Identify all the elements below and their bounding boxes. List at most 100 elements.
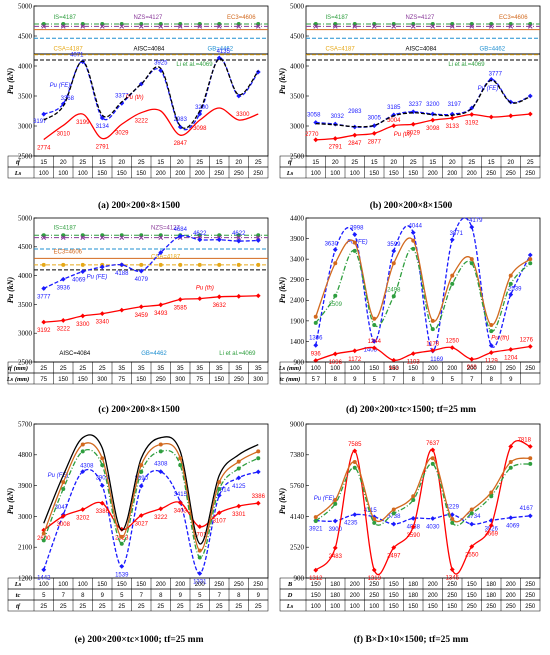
data-point — [332, 247, 338, 253]
param-cell: 250 — [506, 366, 517, 372]
param-cell: 250 — [525, 582, 536, 588]
param-cell: 150 — [78, 377, 89, 383]
data-point — [313, 518, 318, 523]
param-cell: 150 — [408, 171, 419, 177]
param-cell: 150 — [117, 171, 128, 177]
data-point — [217, 480, 222, 485]
param-cell: 25 — [99, 366, 106, 372]
data-point — [528, 257, 533, 262]
data-point — [99, 483, 105, 488]
param-cell: 250 — [234, 377, 245, 383]
reference-marker — [99, 24, 105, 29]
data-label: 7585 — [348, 442, 362, 448]
data-point — [469, 544, 475, 550]
data-label: 2791 — [329, 145, 343, 151]
param-cell: 150 — [428, 604, 439, 610]
data-label: 1172 — [348, 357, 362, 363]
y-axis-label: Pu (kN) — [278, 276, 287, 303]
param-cell: 7 — [470, 377, 474, 383]
param-cell: 5 — [373, 377, 377, 383]
param-cell: 250 — [506, 604, 517, 610]
data-label: 3185 — [387, 105, 401, 111]
data-point — [488, 350, 494, 355]
data-point — [313, 567, 319, 573]
param-row-label: tf (mm) — [8, 365, 28, 372]
data-label: 3202 — [76, 515, 90, 521]
param-cell: 15 — [312, 160, 319, 166]
data-label: 3047 — [55, 505, 69, 511]
reference-marker — [41, 24, 47, 29]
data-point — [371, 123, 377, 129]
data-label: 3300 — [236, 112, 250, 118]
param-cell: 150 — [136, 377, 147, 383]
data-point — [313, 137, 319, 143]
param-cell: 15 — [157, 160, 164, 166]
param-cell: 250 — [447, 582, 458, 588]
param-cell: 9 — [353, 377, 357, 383]
param-cell: 35 — [118, 366, 125, 372]
param-cell: 25 — [118, 604, 125, 610]
series-name-label: Pu (th) — [126, 95, 144, 101]
series-name-label: Pu (FE) — [50, 83, 71, 89]
reference-marker — [138, 24, 144, 29]
data-point — [139, 469, 144, 474]
data-point — [332, 545, 338, 551]
y-tick-label: 3900 — [290, 235, 305, 243]
data-point — [430, 461, 435, 466]
param-cell: 8 — [159, 593, 163, 599]
data-point — [508, 113, 514, 119]
data-label: 3008 — [57, 522, 71, 528]
data-point — [41, 319, 47, 325]
param-cell: 25 — [79, 604, 86, 610]
param-cell: 250 — [506, 171, 517, 177]
data-label: 1103 — [407, 360, 421, 366]
data-point — [352, 512, 358, 517]
reference-marker — [158, 262, 163, 267]
data-point — [80, 269, 86, 275]
reference-marker — [139, 262, 144, 267]
param-cell: 15 — [216, 160, 223, 166]
data-label: 2483 — [329, 554, 343, 560]
reference-marker — [177, 24, 183, 29]
data-label: 3614 — [217, 487, 231, 493]
param-cell: 200 — [350, 582, 361, 588]
param-cell: 7 — [140, 593, 144, 599]
y-tick-label: 3000 — [18, 122, 33, 130]
param-cell: 25 — [40, 604, 47, 610]
data-point — [119, 534, 124, 539]
data-point — [488, 76, 494, 82]
param-cell: 5 — [198, 593, 202, 599]
y-tick-label: 4500 — [290, 32, 305, 40]
param-cell: 200 — [428, 582, 439, 588]
param-cell: 150 — [467, 593, 478, 599]
data-point — [217, 487, 222, 492]
data-point — [255, 469, 261, 475]
data-label: 3004 — [387, 118, 401, 124]
param-cell: 150 — [117, 582, 128, 588]
reference-annotation: AISC=4084 — [59, 351, 91, 357]
reference-annotation: IS=4187 — [54, 15, 77, 21]
data-label: 3029 — [407, 130, 421, 136]
param-cell: 250 — [486, 604, 497, 610]
plot-area — [305, 5, 541, 157]
param-cell: 150 — [311, 582, 322, 588]
data-label: 4125 — [232, 484, 246, 490]
chart-panel-c: 2500 3000 3500 4000 4500 5000 Pu (kN) IS=4187 NZ… — [6, 214, 269, 415]
param-cell: 150 — [214, 377, 225, 383]
plot-area — [305, 217, 541, 363]
data-point — [138, 513, 144, 518]
data-label: 3200 — [426, 102, 440, 108]
data-label: 3900 — [329, 527, 343, 533]
data-point — [158, 68, 164, 73]
data-label: 3237 — [409, 102, 423, 108]
reference-marker — [236, 235, 242, 240]
data-point — [99, 264, 105, 270]
data-point — [508, 465, 513, 470]
data-label: 936 — [311, 352, 322, 358]
param-cell: 25 — [157, 604, 164, 610]
data-point — [99, 311, 105, 317]
param-row-label: tc — [16, 592, 21, 599]
data-label: 3903 — [96, 475, 110, 481]
param-cell: 150 — [408, 604, 419, 610]
param-cell: 250 — [486, 366, 497, 372]
